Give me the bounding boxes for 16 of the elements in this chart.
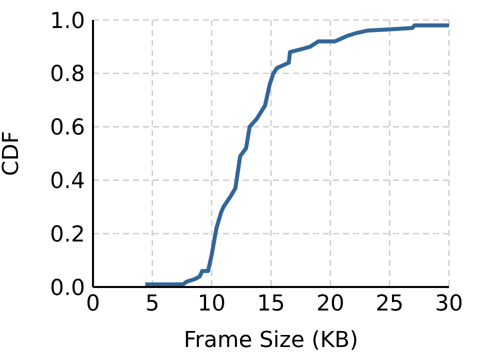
x-tick-label: 20 (316, 292, 344, 317)
x-tick-label: 30 (435, 292, 463, 317)
y-tick-label: 0.4 (50, 169, 85, 194)
y-tick-label: 0.2 (50, 222, 85, 248)
y-tick-label: 0.6 (50, 116, 85, 141)
y-tick-label: 1.0 (50, 8, 85, 34)
x-tick-label: 15 (257, 292, 285, 317)
x-tick-label: 10 (198, 292, 226, 317)
x-tick-label: 5 (145, 292, 160, 317)
y-tick-label: 0.0 (50, 276, 85, 301)
line-series (143, 23, 449, 286)
x-tick-label: 25 (376, 292, 404, 317)
y-axis-title: CDF (0, 131, 24, 176)
y-tick-label: 0.8 (50, 62, 85, 88)
x-tick-label: 0 (86, 292, 100, 317)
x-axis-title: Frame Size (KB) (184, 328, 358, 353)
